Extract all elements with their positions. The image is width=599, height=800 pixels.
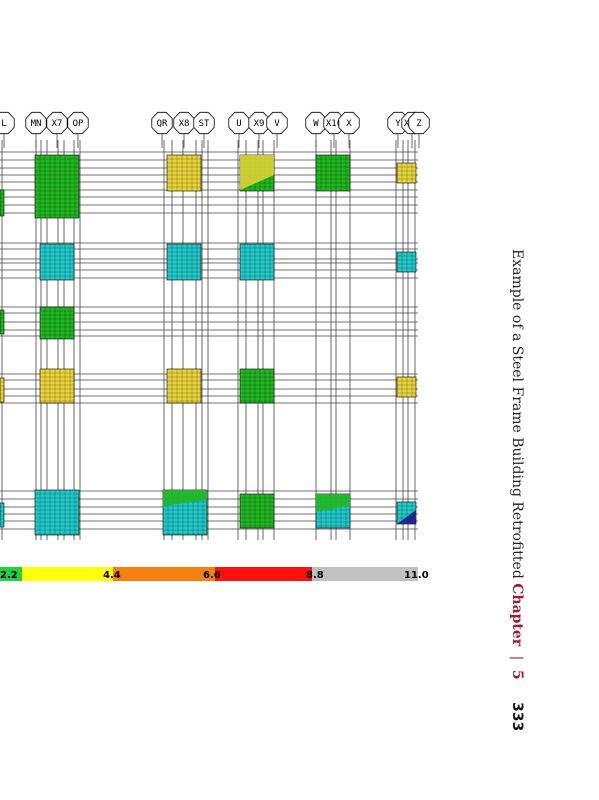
stress-blocks — [0, 154, 417, 536]
stress-block — [0, 189, 5, 217]
scale-label: 11.0 — [404, 570, 429, 581]
stress-block — [0, 502, 5, 528]
scale-segment — [215, 567, 312, 581]
scale-segment — [22, 567, 113, 581]
grid-bubble-label: X7 — [52, 119, 63, 129]
grid-bubble: W — [305, 111, 327, 148]
grid-bubble: X9 — [248, 111, 270, 148]
grid-bubble-label: W — [313, 119, 319, 129]
grid-bubble-label: X10 — [326, 119, 342, 129]
green-overlay — [163, 490, 207, 506]
yellow-overlay — [240, 155, 274, 190]
grid-bubble: V — [266, 111, 288, 148]
grid-bubble-label: U — [236, 119, 241, 129]
stress-block — [0, 309, 5, 335]
stress-block — [39, 368, 75, 404]
grid-bubble-label: QR — [157, 119, 168, 129]
grid-bubble: X10 — [323, 111, 345, 148]
stress-block — [39, 306, 75, 340]
grid-bubble-label: Z — [416, 119, 422, 129]
stress-block — [166, 368, 202, 404]
grid-bubble-label: X9 — [254, 119, 265, 129]
running-head-title: Example of a Steel Frame Building Retrof… — [509, 249, 525, 579]
stress-block — [39, 243, 75, 281]
green-overlay — [316, 494, 350, 512]
scale-label: 6.6 — [203, 570, 221, 581]
stress-block — [166, 154, 202, 192]
grid-bubble-label: V — [274, 119, 280, 129]
chapter-number: 5 — [509, 669, 525, 680]
grid-bubble-label: L — [1, 119, 6, 129]
scale-segment — [113, 567, 215, 581]
grid-bubble: MN — [25, 111, 47, 148]
stress-block — [166, 243, 202, 281]
stress-block — [396, 251, 417, 273]
page-number: 333 — [509, 702, 525, 732]
retrofit-plan-figure: LMNX7OPQRX8STUX9VWX10XYX11Z 2.24.46.68.8… — [0, 111, 430, 581]
blue-overlay — [397, 510, 416, 524]
grid-bubble: X — [338, 111, 360, 148]
stress-block — [315, 154, 351, 192]
grid-bubble-label: X8 — [179, 119, 190, 129]
scale-label: 8.8 — [306, 570, 324, 581]
grid-bubble: OP — [67, 111, 89, 148]
grid-bubbles: LMNX7OPQRX8STUX9VWX10XYX11Z — [0, 111, 430, 148]
scale-segment — [312, 567, 418, 581]
grid-bubble: U — [228, 111, 250, 148]
stress-block — [396, 376, 417, 398]
grid-bubble-label: MN — [31, 119, 42, 129]
grid-bubble: Z — [408, 111, 430, 148]
grid-bubble-label: Y — [395, 119, 401, 129]
stress-block — [239, 243, 275, 281]
chapter-label: Chapter — [509, 583, 525, 647]
grid-bubble: X8 — [173, 111, 195, 148]
grid-bubble: QR — [151, 111, 173, 148]
color-scale-bar: 2.2 4.4 6.6 8.8 11.0 — [0, 567, 429, 581]
stress-block — [0, 377, 5, 403]
grid-bubble-label: X — [346, 119, 352, 129]
stress-block — [34, 154, 80, 219]
grid-bubble: X7 — [46, 111, 68, 148]
stress-block — [396, 162, 417, 184]
scale-segment — [0, 567, 22, 581]
stress-block — [239, 493, 275, 529]
stress-block — [34, 489, 80, 536]
scale-label: 2.2 — [0, 570, 18, 581]
chapter-separator: | — [509, 655, 525, 661]
stress-block — [239, 368, 275, 404]
grid-bubble-label: OP — [73, 119, 84, 129]
grid-bubble-label: ST — [199, 119, 210, 129]
grid-bubble: ST — [193, 111, 215, 148]
grid-bubble: L — [0, 111, 15, 148]
scale-label: 4.4 — [103, 570, 121, 581]
